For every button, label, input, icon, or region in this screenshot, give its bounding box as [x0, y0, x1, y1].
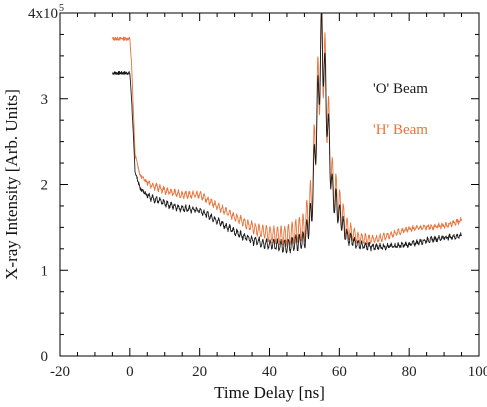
series-line-h-beam	[111, 12, 462, 247]
x-tick-label: 20	[192, 364, 207, 380]
y-tick-label: 3	[41, 92, 49, 108]
y-tick-label: 1	[41, 263, 49, 279]
series-line-o-beam	[112, 12, 462, 254]
x-tick-label: 40	[262, 364, 277, 380]
x-tick-label: 60	[332, 364, 347, 380]
legend-entry-o-beam: 'O' Beam	[373, 81, 428, 97]
plot-frame	[59, 12, 480, 357]
y-tick-label: 2	[41, 178, 49, 194]
y-axis-multiplier-exponent: 5	[59, 3, 64, 14]
x-tick-label: 80	[402, 364, 417, 380]
legend: 'O' Beam 'H' Beam	[373, 81, 428, 138]
y-axis-multiplier: 4x10	[28, 6, 58, 22]
y-axis-title: X-ray Intensity [Arb. Units]	[2, 89, 21, 280]
x-tick-label: 0	[126, 364, 134, 380]
x-axis-ticks: -20 0 20 40 60 80 100	[50, 13, 487, 380]
series-layer	[111, 12, 462, 254]
x-axis-title: Time Delay [ns]	[214, 383, 325, 402]
legend-entry-h-beam: 'H' Beam	[373, 122, 428, 138]
y-tick-label: 0	[41, 349, 49, 365]
y-axis-ticks: 0 1 2 3	[41, 12, 479, 365]
x-tick-label: -20	[50, 364, 70, 380]
x-tick-label: 100	[468, 364, 487, 380]
